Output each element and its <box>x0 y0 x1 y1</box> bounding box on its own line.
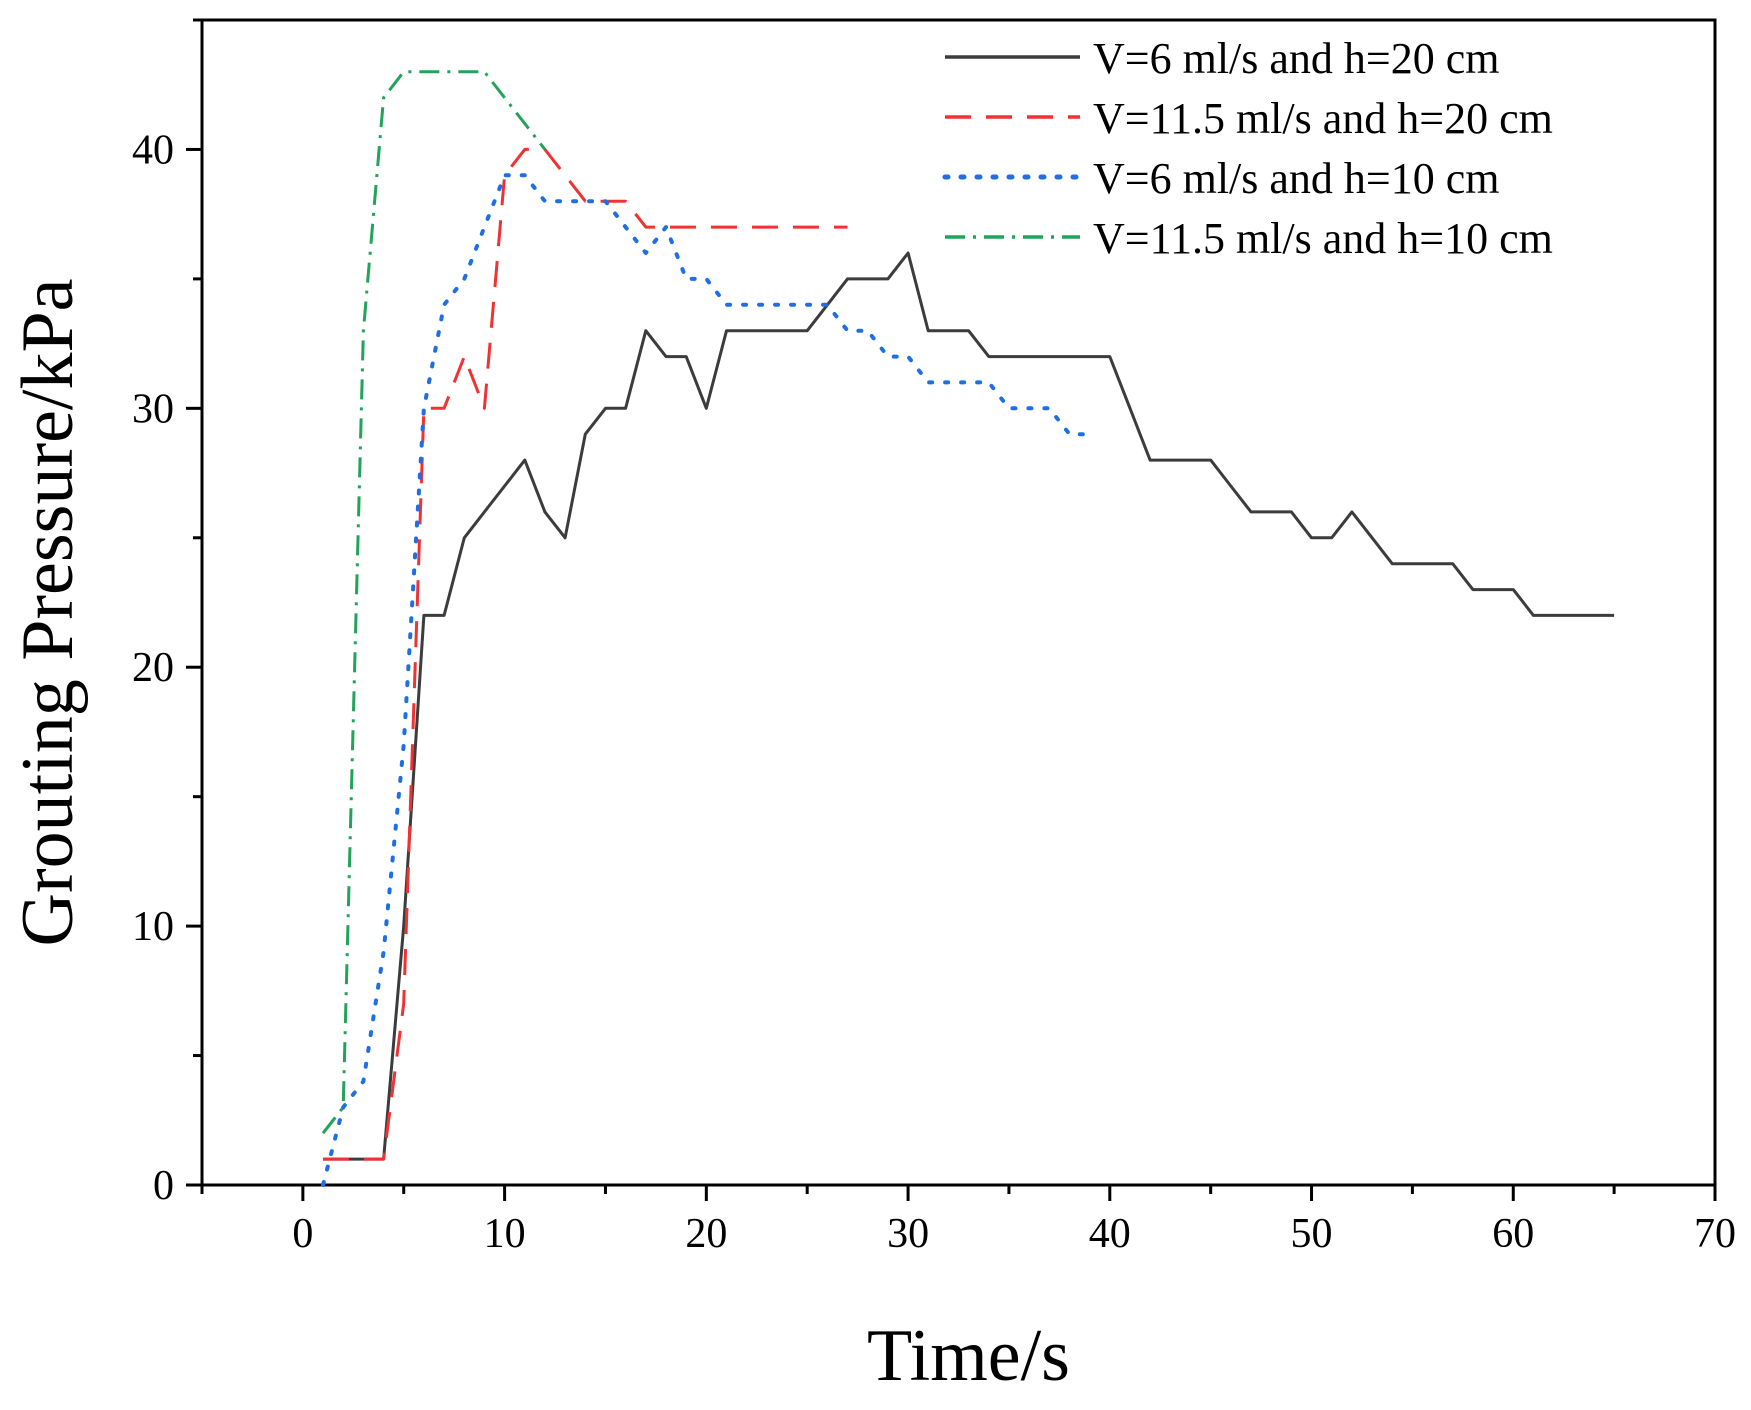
series-line-2 <box>323 147 848 1161</box>
x-tick-label: 70 <box>1694 1211 1736 1257</box>
x-tick-label: 0 <box>292 1211 313 1257</box>
y-axis-title: Grouting Pressure/kPa <box>7 279 89 947</box>
legend-label: V=6 ml/s and h=20 cm <box>1093 34 1499 83</box>
x-tick-label: 30 <box>887 1211 929 1257</box>
x-tick-label: 60 <box>1492 1211 1534 1257</box>
plot-frame <box>200 18 1717 1187</box>
x-tick-label: 20 <box>685 1211 727 1257</box>
legend-label: V=11.5 ml/s and h=10 cm <box>1093 214 1553 263</box>
x-tick-label: 40 <box>1089 1211 1131 1257</box>
x-tick-label: 10 <box>484 1211 526 1257</box>
y-tick-label: 30 <box>132 386 174 432</box>
legend-label: V=11.5 ml/s and h=20 cm <box>1093 94 1553 143</box>
series-group <box>321 70 1615 1187</box>
y-tick-label: 40 <box>132 127 174 173</box>
legend-label: V=6 ml/s and h=10 cm <box>1093 154 1499 203</box>
y-tick-label: 20 <box>132 645 174 691</box>
series-line-1 <box>323 251 1615 1161</box>
y-tick-label: 10 <box>132 904 174 950</box>
series-line-4 <box>321 70 547 1135</box>
y-tick-label: 0 <box>153 1163 174 1209</box>
x-tick-label: 50 <box>1291 1211 1333 1257</box>
axes: 0 10 20 30 40 50 60 70 0 10 20 30 40 <box>132 18 1736 1257</box>
series-line-3 <box>321 173 1092 1187</box>
x-axis-title: Time/s <box>867 1315 1070 1397</box>
legend: V=6 ml/s and h=20 cm V=11.5 ml/s and h=20… <box>942 34 1553 263</box>
